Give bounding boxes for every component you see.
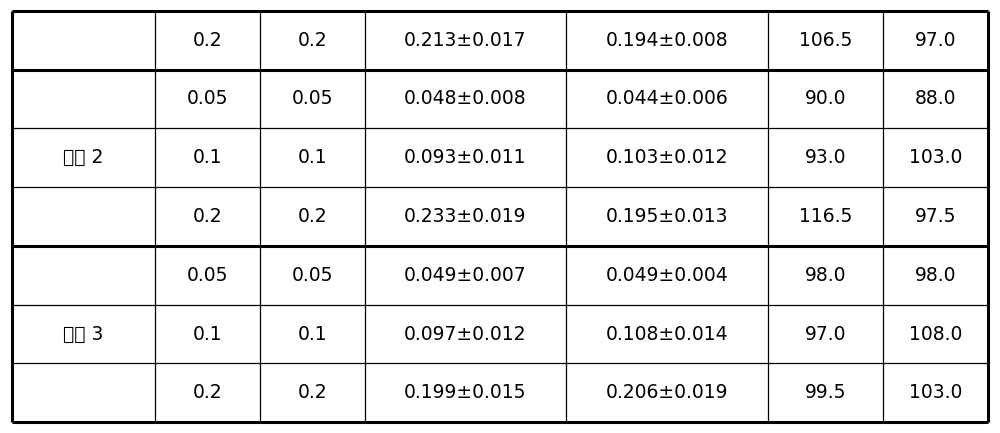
Text: 98.0: 98.0 (915, 266, 956, 285)
Text: 0.2: 0.2 (193, 207, 222, 226)
Text: 0.05: 0.05 (291, 266, 333, 285)
Text: 99.5: 99.5 (805, 383, 846, 402)
Text: 103.0: 103.0 (909, 383, 962, 402)
Text: 0.044±0.006: 0.044±0.006 (606, 90, 728, 109)
Text: 0.1: 0.1 (193, 324, 222, 343)
Text: 93.0: 93.0 (805, 148, 846, 167)
Text: 0.213±0.017: 0.213±0.017 (404, 31, 527, 50)
Text: 0.1: 0.1 (297, 324, 327, 343)
Text: 97.0: 97.0 (915, 31, 956, 50)
Text: 90.0: 90.0 (805, 90, 846, 109)
Text: 0.05: 0.05 (187, 90, 228, 109)
Text: 花生 3: 花生 3 (63, 324, 104, 343)
Text: 97.0: 97.0 (805, 324, 846, 343)
Text: 0.097±0.012: 0.097±0.012 (404, 324, 527, 343)
Text: 88.0: 88.0 (915, 90, 956, 109)
Text: 108.0: 108.0 (909, 324, 962, 343)
Text: 98.0: 98.0 (805, 266, 846, 285)
Text: 0.108±0.014: 0.108±0.014 (606, 324, 728, 343)
Text: 0.049±0.004: 0.049±0.004 (606, 266, 728, 285)
Text: 0.195±0.013: 0.195±0.013 (606, 207, 728, 226)
Text: 97.5: 97.5 (915, 207, 956, 226)
Text: 花生 2: 花生 2 (63, 148, 104, 167)
Text: 0.05: 0.05 (187, 266, 228, 285)
Text: 106.5: 106.5 (799, 31, 852, 50)
Text: 0.233±0.019: 0.233±0.019 (404, 207, 527, 226)
Text: 103.0: 103.0 (909, 148, 962, 167)
Text: 0.2: 0.2 (193, 383, 222, 402)
Text: 0.1: 0.1 (297, 148, 327, 167)
Text: 0.049±0.007: 0.049±0.007 (404, 266, 527, 285)
Text: 0.2: 0.2 (297, 207, 327, 226)
Text: 0.1: 0.1 (193, 148, 222, 167)
Text: 0.2: 0.2 (297, 383, 327, 402)
Text: 0.103±0.012: 0.103±0.012 (606, 148, 728, 167)
Text: 0.206±0.019: 0.206±0.019 (606, 383, 728, 402)
Text: 0.093±0.011: 0.093±0.011 (404, 148, 527, 167)
Text: 116.5: 116.5 (799, 207, 852, 226)
Text: 0.2: 0.2 (297, 31, 327, 50)
Text: 0.048±0.008: 0.048±0.008 (404, 90, 527, 109)
Text: 0.194±0.008: 0.194±0.008 (606, 31, 728, 50)
Text: 0.05: 0.05 (291, 90, 333, 109)
Text: 0.2: 0.2 (193, 31, 222, 50)
Text: 0.199±0.015: 0.199±0.015 (404, 383, 527, 402)
